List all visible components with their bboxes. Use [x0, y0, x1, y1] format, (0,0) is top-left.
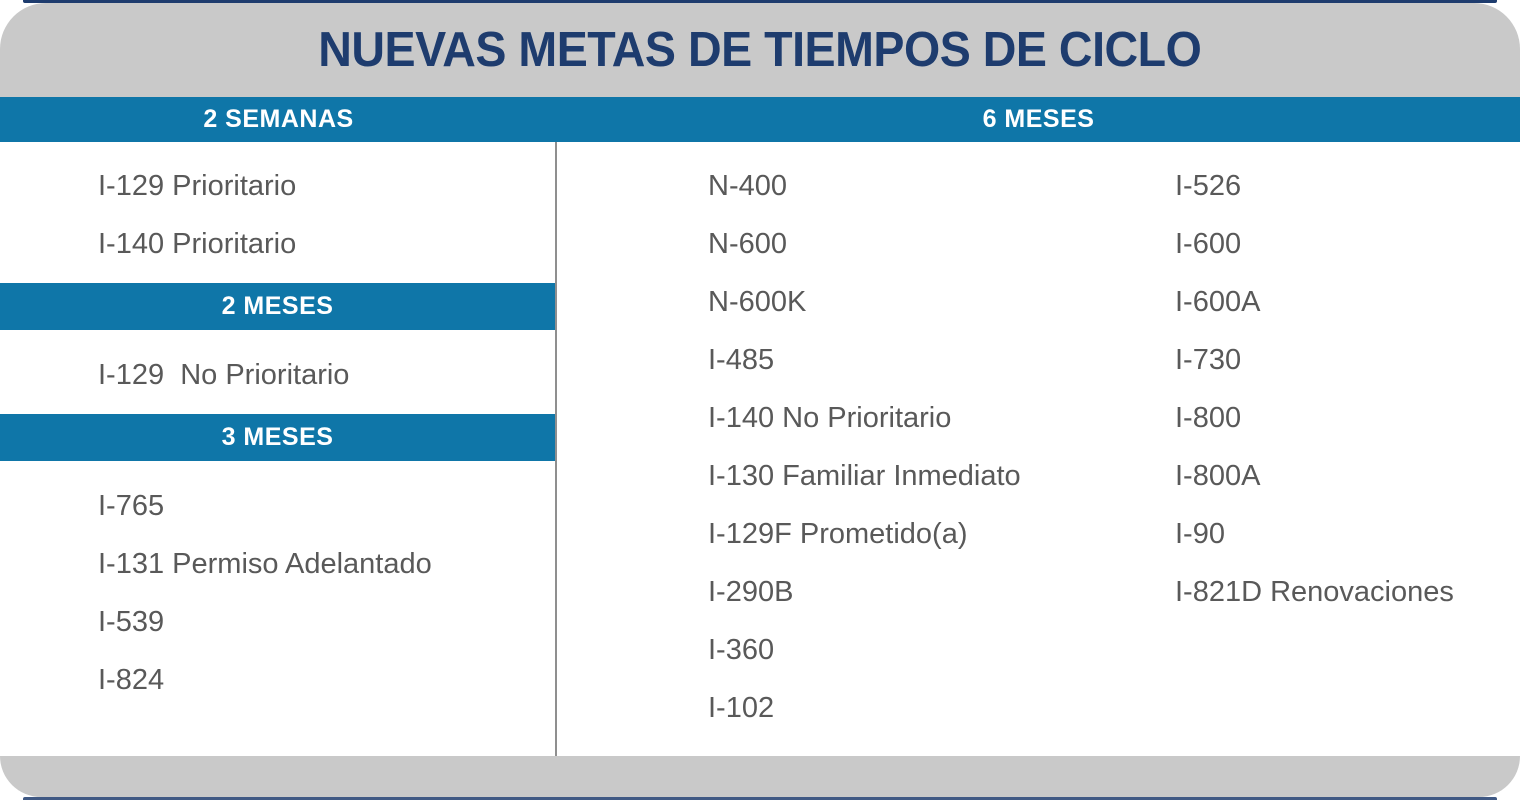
bottom-border-line: [23, 797, 1497, 800]
column-header-2-semanas: 2 SEMANAS: [203, 105, 354, 133]
form-list-item: I-140 No Prioritario: [708, 401, 952, 434]
form-list-item: I-600: [1175, 227, 1242, 260]
column-6-meses-list-b: I-526 I-600 I-600A I-730 I-800 I-800A I-90 I-82…: [1039, 142, 1520, 756]
top-border-line: [23, 0, 1497, 3]
column-6-meses-list-a: N-400 N-600 N-600K I-485 I-140 No Prioritari…: [557, 142, 1039, 756]
form-list-item: I-821D Renovaciones: [1175, 575, 1454, 608]
form-list-item: I-360: [708, 633, 775, 666]
form-list-item: I-730: [1175, 343, 1242, 376]
form-list-item: I-129F Prometido(a): [708, 517, 968, 550]
form-list-item: N-600K: [708, 285, 807, 318]
form-list-item: I-90: [1175, 517, 1225, 550]
section-header-bar: 3 MESES: [0, 414, 555, 461]
form-list-item: I-824: [98, 663, 165, 696]
form-list-item: I-129 No Prioritario: [98, 358, 350, 391]
form-list-item: N-400: [708, 169, 787, 202]
form-list-item: I-485: [708, 343, 775, 376]
title-bar: NUEVAS METAS DE TIEMPOS DE CICLO: [0, 3, 1520, 97]
form-list-item: I-800A: [1175, 459, 1261, 492]
form-list-item: I-130 Familiar Inmediato: [708, 459, 1021, 492]
form-list-item: I-140 Prioritario: [98, 227, 297, 260]
form-list-item: I-102: [708, 691, 775, 724]
table-body: I-129 Prioritario I-140 Prioritario 2 MESE…: [0, 142, 1520, 756]
form-list-item: I-526: [1175, 169, 1242, 202]
form-list-item: I-600A: [1175, 285, 1261, 318]
page-title: NUEVAS METAS DE TIEMPOS DE CICLO: [318, 23, 1202, 77]
section-header-bar: 2 MESES: [0, 283, 555, 330]
form-list-item: I-800: [1175, 401, 1242, 434]
column-headers-row: 2 SEMANAS 6 MESES: [0, 97, 1520, 142]
form-list-item: I-765: [98, 489, 165, 522]
form-list-item: I-539: [98, 605, 165, 638]
column-2-semanas: I-129 Prioritario I-140 Prioritario 2 MESE…: [0, 142, 557, 756]
footer-bar: [0, 756, 1520, 797]
form-list-item: I-129 Prioritario: [98, 169, 297, 202]
form-list-item: I-131 Permiso Adelantado: [98, 547, 432, 580]
form-list-item: I-290B: [708, 575, 794, 608]
form-list-item: N-600: [708, 227, 787, 260]
column-header-6-meses: 6 MESES: [982, 105, 1095, 133]
